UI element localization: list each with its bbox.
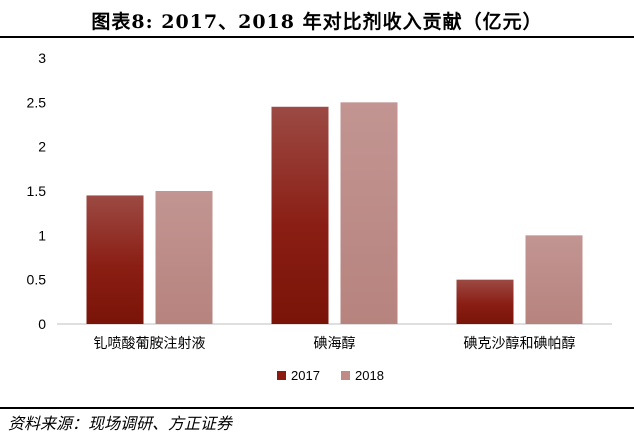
- bar-2018-3: [525, 235, 583, 324]
- legend-swatch-2018: [341, 371, 350, 380]
- y-tick-label: 0.5: [27, 272, 47, 288]
- y-tick-label: 1.5: [27, 183, 47, 199]
- y-tick-label: 0: [38, 316, 46, 332]
- bar-2017-3: [456, 279, 514, 324]
- bar-chart: 0 0.5 1 1.5 2 2.5 3 钆喷酸葡胺注射液 碘海醇 碘克沙醇和碘帕醇 2017 201…: [27, 50, 612, 383]
- bar-2017-2: [271, 106, 329, 325]
- legend-label-2017: 2017: [291, 368, 320, 383]
- bar-2018-2: [340, 102, 398, 324]
- y-tick-label: 3: [38, 50, 46, 66]
- bar-2017-1: [86, 195, 144, 324]
- y-tick-label: 2: [38, 139, 46, 155]
- legend-swatch-2017: [277, 371, 286, 380]
- y-tick-label: 2.5: [27, 94, 47, 110]
- title-bar: 图表8: 2017、2018 年对比剂收入贡献（亿元）: [0, 0, 634, 38]
- footer-rule: [0, 407, 634, 409]
- chart-title: 图表8: 2017、2018 年对比剂收入贡献（亿元）: [91, 11, 543, 33]
- x-category-label: 钆喷酸葡胺注射液: [94, 336, 206, 352]
- bar-2018-1: [155, 191, 213, 324]
- y-tick-label: 1: [38, 227, 46, 243]
- x-category-label: 碘克沙醇和碘帕醇: [464, 335, 576, 352]
- x-category-label: 碘海醇: [314, 335, 356, 352]
- source-note: 资料来源：现场调研、方正证券: [8, 414, 233, 433]
- legend-label-2018: 2018: [355, 368, 384, 383]
